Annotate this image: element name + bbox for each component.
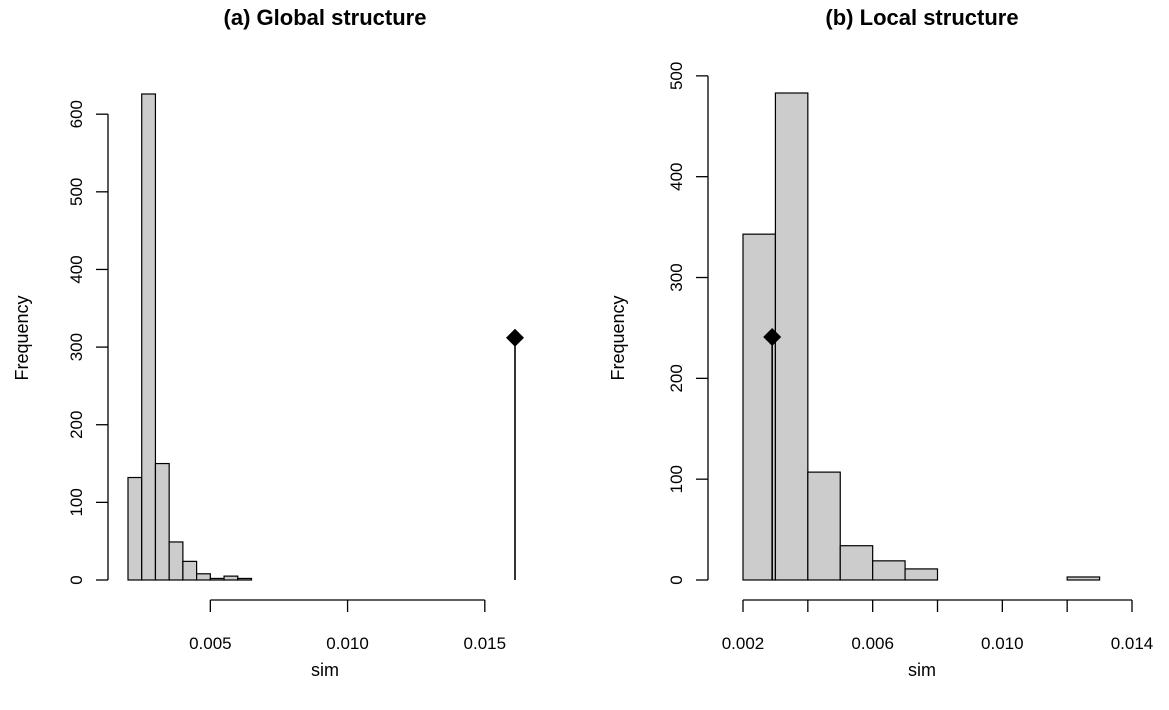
x-tick-label: 0.006 [851,634,894,653]
histogram-bar [1066,576,1101,581]
y-tick-label: 200 [667,364,686,392]
y-tick-label: 300 [67,333,86,361]
observed-diamond-marker [763,328,782,347]
y-axis: 0 100 200 300 400 500 600 [67,100,109,585]
x-axis: 0.005 0.010 0.015 [189,599,507,653]
histogram-bars [742,92,1101,581]
y-axis-title: Frequency [12,295,32,380]
observed-diamond-marker [506,328,524,347]
panel-global-structure: (a) Global structure 0.005 0.010 0.015 0 10… [12,5,524,680]
x-tick-label: 0.010 [326,634,369,653]
histogram-bar [154,462,170,581]
y-tick-label: 200 [67,411,86,439]
y-tick-label: 0 [667,575,686,584]
y-tick-label: 0 [67,575,86,584]
histogram-bar [196,573,211,581]
panel-title: (a) Global structure [224,5,427,30]
histogram-bar [742,233,777,581]
y-axis-title: Frequency [608,295,628,380]
histogram-bar [237,577,253,581]
y-tick-label: 300 [667,263,686,291]
histogram-bar [168,541,184,581]
panel-local-structure: (b) Local structure 0.002 0.006 0.010 0.014… [608,5,1153,680]
histogram-bar [209,577,225,581]
histogram-bar [127,476,143,581]
x-tick-label: 0.002 [722,634,765,653]
x-axis-title: sim [908,660,936,680]
y-tick-label: 400 [667,162,686,190]
y-axis: 0 100 200 300 400 500 [667,62,709,585]
histogram-bar [872,560,906,581]
histogram-bars [127,93,253,581]
histogram-bar [182,560,198,581]
x-tick-label: 0.010 [981,634,1024,653]
x-tick-label: 0.014 [1111,634,1154,653]
histogram-bar [839,545,874,581]
x-axis-title: sim [311,660,339,680]
x-axis: 0.002 0.006 0.010 0.014 [722,599,1154,653]
y-tick-label: 100 [667,465,686,493]
x-tick-label: 0.005 [189,634,232,653]
observed-marker-group [506,328,524,580]
y-tick-label: 600 [67,100,86,128]
histogram-bar [807,471,841,581]
x-tick-label: 0.015 [464,634,507,653]
y-tick-label: 500 [667,62,686,90]
panel-title: (b) Local structure [825,5,1018,30]
histogram-bar [774,92,809,581]
y-tick-label: 400 [67,255,86,283]
histogram-bar [223,575,239,581]
y-tick-label: 100 [67,488,86,516]
y-tick-label: 500 [67,178,86,206]
observed-marker-group [763,328,782,580]
histogram-bar [141,93,157,581]
histogram-bar [904,568,939,581]
